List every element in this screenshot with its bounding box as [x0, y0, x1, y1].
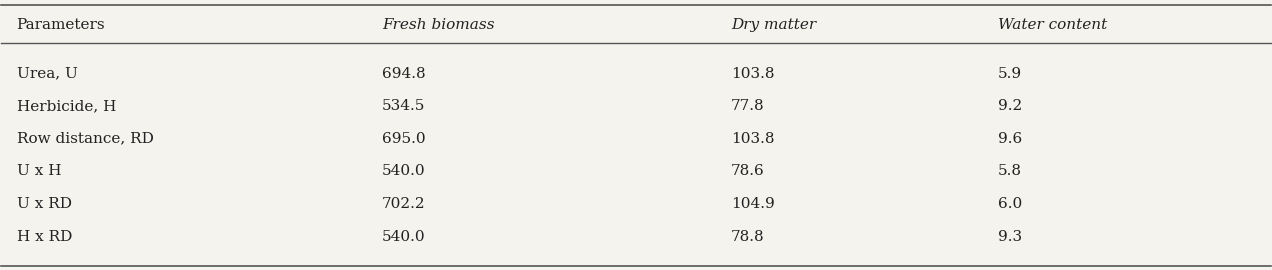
Text: 9.2: 9.2 — [997, 99, 1021, 113]
Text: 695.0: 695.0 — [382, 132, 426, 146]
Text: 103.8: 103.8 — [731, 66, 775, 80]
Text: Fresh biomass: Fresh biomass — [382, 18, 495, 32]
Text: 540.0: 540.0 — [382, 164, 426, 178]
Text: 5.8: 5.8 — [997, 164, 1021, 178]
Text: Urea, U: Urea, U — [17, 66, 78, 80]
Text: 104.9: 104.9 — [731, 197, 775, 211]
Text: 534.5: 534.5 — [382, 99, 426, 113]
Text: Herbicide, H: Herbicide, H — [17, 99, 116, 113]
Text: 540.0: 540.0 — [382, 230, 426, 244]
Text: Dry matter: Dry matter — [731, 18, 817, 32]
Text: 9.6: 9.6 — [997, 132, 1021, 146]
Text: 78.8: 78.8 — [731, 230, 764, 244]
Text: 78.6: 78.6 — [731, 164, 764, 178]
Text: 5.9: 5.9 — [997, 66, 1021, 80]
Text: Water content: Water content — [997, 18, 1107, 32]
Text: 103.8: 103.8 — [731, 132, 775, 146]
Text: U x RD: U x RD — [17, 197, 71, 211]
Text: H x RD: H x RD — [17, 230, 73, 244]
Text: 702.2: 702.2 — [382, 197, 426, 211]
Text: Row distance, RD: Row distance, RD — [17, 132, 154, 146]
Text: Parameters: Parameters — [17, 18, 106, 32]
Text: 694.8: 694.8 — [382, 66, 426, 80]
Text: 6.0: 6.0 — [997, 197, 1021, 211]
Text: 77.8: 77.8 — [731, 99, 764, 113]
Text: 9.3: 9.3 — [997, 230, 1021, 244]
Text: U x H: U x H — [17, 164, 61, 178]
